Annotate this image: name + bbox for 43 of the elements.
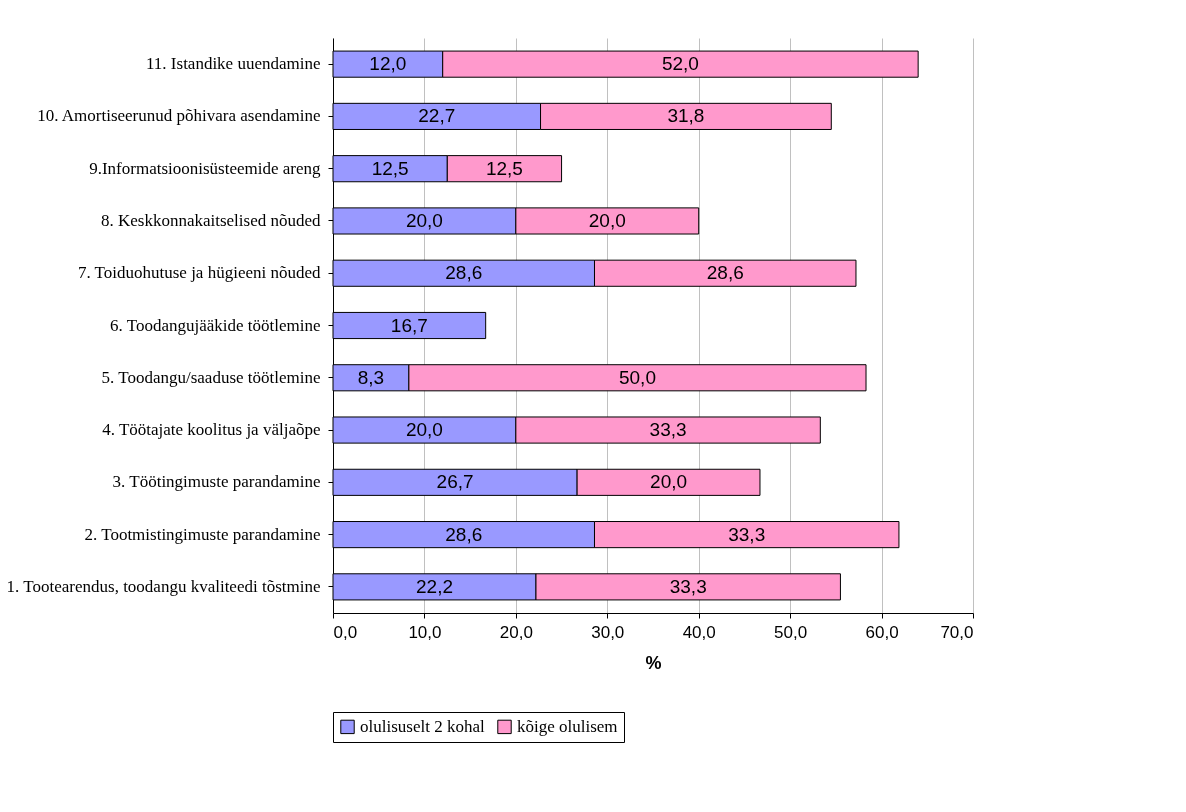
y-tick-label: 11. Istandike uuendamine <box>145 54 321 74</box>
x-tick-label: 60,0 <box>865 622 899 642</box>
x-tick-label: 50,0 <box>774 622 808 642</box>
x-axis-title: % <box>645 652 662 673</box>
data-label: 22,7 <box>418 105 456 127</box>
x-tick-label: 70,0 <box>940 622 974 642</box>
y-tick-label: 6. Toodangujääkide töötlemine <box>110 315 321 335</box>
data-label: 28,6 <box>706 262 744 284</box>
data-label: 31,8 <box>667 105 705 127</box>
data-label: 16,7 <box>390 314 428 336</box>
data-label: 33,3 <box>669 575 707 597</box>
data-label: 12,5 <box>371 157 409 179</box>
data-label: 28,6 <box>445 523 483 545</box>
y-tick-label: 8. Keskkonnakaitselised nõuded <box>100 210 321 230</box>
y-tick-label: 10. Amortiseerunud põhivara asendamine <box>37 106 321 126</box>
data-label: 26,7 <box>436 471 474 493</box>
data-label: 28,6 <box>445 262 483 284</box>
data-label: 33,3 <box>649 419 687 441</box>
data-label: 20,0 <box>405 419 443 441</box>
x-tick-label: 10,0 <box>408 622 442 642</box>
x-tick-label: 20,0 <box>499 622 533 642</box>
data-label: 50,0 <box>618 366 656 388</box>
y-tick-label: 9.Informatsioonisüsteemide areng <box>89 158 321 178</box>
y-tick-label: 5. Toodangu/saaduse töötlemine <box>101 367 321 387</box>
data-label: 20,0 <box>650 471 688 493</box>
legend-label: olulisuselt 2 kohal <box>360 716 485 736</box>
data-label: 20,0 <box>588 209 626 231</box>
y-tick-label: 3. Töötingimuste parandamine <box>112 472 321 492</box>
data-label: 12,5 <box>485 157 523 179</box>
data-label: 8,3 <box>357 366 385 388</box>
y-tick-label: 2. Tootmistingimuste parandamine <box>84 524 321 544</box>
x-tick-label: 0,0 <box>333 622 358 642</box>
data-label: 20,0 <box>405 209 443 231</box>
data-label: 22,2 <box>415 575 453 597</box>
x-tick-label: 40,0 <box>682 622 716 642</box>
legend-label: kõige olulisem <box>517 716 618 736</box>
y-tick-label: 4. Töötajate koolitus ja väljaõpe <box>102 420 321 440</box>
data-label: 12,0 <box>369 53 407 75</box>
y-tick-label: 1. Tootearendus, toodangu kvaliteedi tõstmine <box>6 576 321 596</box>
data-label: 52,0 <box>661 53 699 75</box>
y-tick-label: 7. Toiduohutuse ja hügieeni nõuded <box>77 263 321 283</box>
x-tick-label: 30,0 <box>591 622 625 642</box>
data-label: 33,3 <box>728 523 766 545</box>
